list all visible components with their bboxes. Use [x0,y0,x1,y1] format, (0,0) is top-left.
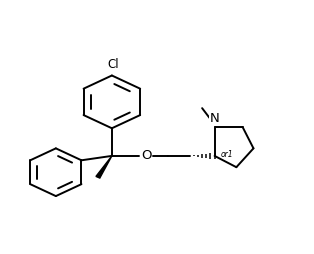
Text: O: O [141,149,151,162]
Text: Cl: Cl [108,58,119,71]
Polygon shape [96,156,112,178]
Text: N: N [210,112,219,125]
Text: or1: or1 [220,150,233,159]
